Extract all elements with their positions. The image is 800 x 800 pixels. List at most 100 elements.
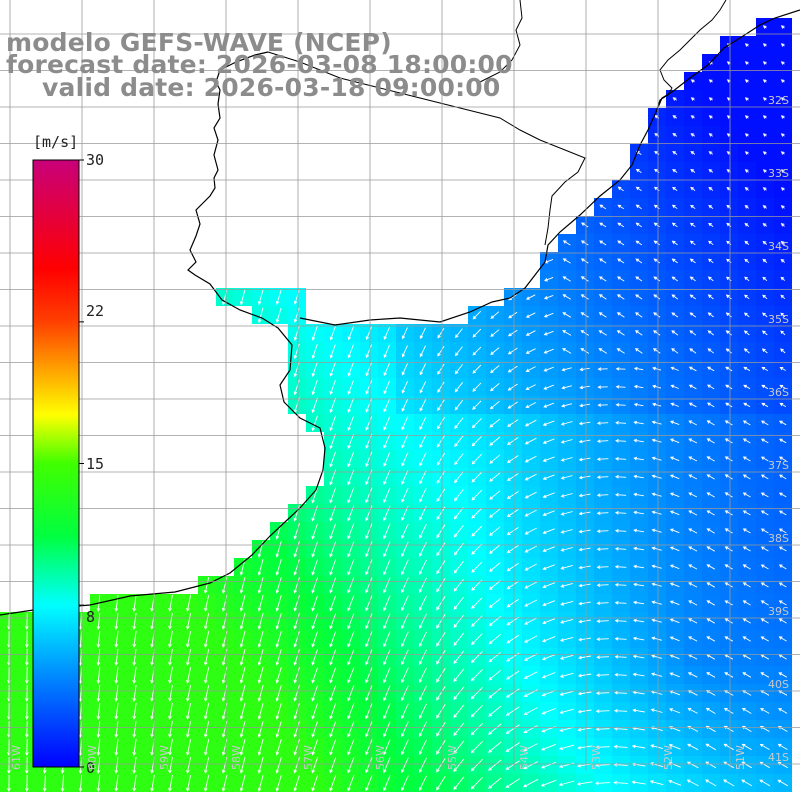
wind-arrow [633,492,644,497]
wind-arrow [761,330,768,336]
wind-arrow [542,510,555,517]
wind-arrow [671,240,678,246]
wind-arrow [275,289,282,305]
wind-arrow [453,507,464,520]
wind-arrow [742,492,751,498]
wind-arrow [577,655,592,660]
wind-arrow [311,703,319,720]
wind-arrow [759,779,771,787]
wind-arrow [347,775,355,792]
wind-arrow [778,618,787,624]
wind-arrow [401,470,409,485]
wind-arrow [401,685,409,702]
latitude-label: 35S [768,313,789,326]
wind-arrow [524,527,537,535]
wind-arrow [419,399,427,412]
wind-arrow [311,361,318,377]
wind-arrow [669,510,680,516]
wind-arrow [275,775,282,792]
wind-arrow [762,43,767,47]
wind-arrow [436,417,445,430]
wind-arrow [347,631,355,648]
lat-lon-grid [0,0,800,770]
wind-arrow [239,757,246,774]
wind-arrow [293,685,300,702]
wind-arrow [365,362,373,377]
wind-arrow [596,583,609,588]
wind-arrow [688,474,698,480]
wind-arrow [780,348,786,354]
wind-arrow [453,578,465,592]
wind-arrow [506,562,519,572]
wind-arrow [365,721,373,738]
wind-arrow [780,97,785,101]
wind-arrow [471,525,483,537]
wind-arrow [525,330,536,336]
wind-arrow [507,383,518,391]
wind-arrow [203,631,210,648]
wind-arrow [778,510,787,516]
wind-arrow [561,403,573,408]
wind-arrow [453,614,465,628]
wind-arrow [471,633,483,646]
wind-arrow [471,471,483,483]
wind-arrow [687,708,698,714]
wind-arrow [418,613,427,630]
wind-arrow [275,739,282,756]
wind-arrow [760,420,769,426]
wind-arrow [470,686,483,700]
wind-arrow [329,415,337,432]
wind-arrow [78,774,83,792]
wind-arrow [708,115,713,119]
wind-arrow [559,636,574,642]
latitude-label: 33S [768,167,789,180]
wind-arrow [132,775,137,792]
wind-arrow [724,438,733,444]
wind-arrow [401,595,409,612]
wind-arrow [114,631,119,648]
wind-arrow [596,565,609,570]
wind-arrow [653,240,660,246]
wind-arrow [454,364,463,375]
wind-arrow [635,204,642,210]
wind-arrow [488,544,501,555]
wind-arrow [560,600,574,606]
wind-arrow [257,307,264,324]
wind-arrow [761,348,768,354]
wind-arrow [311,326,318,341]
wind-arrow [453,740,465,755]
wind-arrow [418,649,427,666]
wind-arrow [347,703,355,720]
wind-arrow [672,115,678,119]
wind-arrow [506,473,519,482]
wind-arrow [257,703,264,720]
wind-arrow [744,133,749,137]
wind-arrow [293,343,300,360]
wind-arrow [578,475,591,480]
wind-arrow [418,667,427,684]
wind-arrow [470,704,483,718]
wind-arrow [436,560,446,575]
wind-arrow [543,330,554,336]
wind-arrow [633,366,644,371]
wind-arrow [472,310,482,320]
wind-arrow [672,168,678,173]
wind-arrow [723,708,734,714]
wind-arrow [453,776,465,791]
wind-arrow [311,541,319,558]
wind-arrow [257,631,264,648]
wind-arrow [780,312,786,318]
wind-arrow [579,403,590,408]
wind-arrow [311,757,319,774]
wind-arrow [168,613,173,630]
wind-arrow [688,402,697,408]
wind-arrow [506,455,519,464]
wind-arrow [760,492,769,498]
wind-arrow [7,756,11,774]
wind-arrow [436,703,446,719]
wind-arrow [599,222,607,228]
wind-arrow [488,741,502,753]
wind-arrow [596,637,609,642]
wind-arrow [347,667,355,684]
wind-arrow [760,582,769,588]
